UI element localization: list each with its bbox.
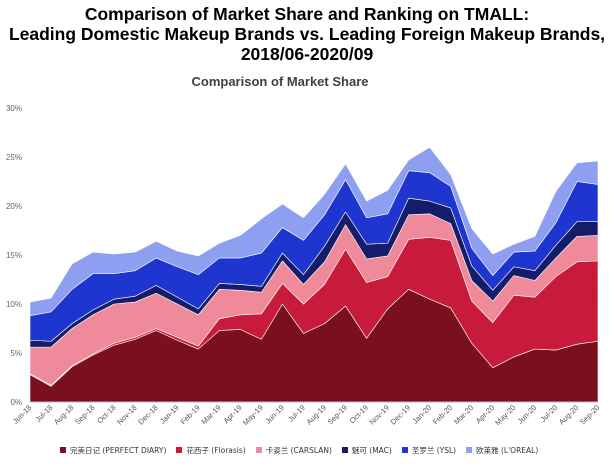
x-tick-label: Sep-18 — [73, 403, 96, 426]
legend-label: 卡姿兰 (CARSLAN) — [265, 445, 332, 455]
x-tick-label: Oct-18 — [95, 403, 117, 425]
x-tick-label: Mar-20 — [452, 403, 475, 426]
legend-item-3: 卡姿兰 (CARSLAN) — [255, 445, 332, 456]
legend-item-6: 欧莱雅 (L'OREAL) — [466, 445, 538, 456]
legend-label: 完美日记 (PERFECT DIARY) — [70, 445, 167, 455]
chart-title: Comparison of Market Share — [191, 74, 369, 89]
x-tick-label: Dec-19 — [389, 403, 412, 426]
legend-swatch — [176, 447, 183, 453]
x-tick-label: Apr-20 — [474, 403, 496, 425]
x-tick-label: Aug-20 — [557, 403, 580, 426]
y-tick-label: 30% — [6, 104, 22, 113]
x-tick-label: Feb-20 — [431, 403, 454, 426]
x-tick-label: Oct-19 — [348, 403, 370, 425]
legend-item-5: 圣罗兰 (YSL) — [401, 445, 457, 456]
x-tick-label: Jan-20 — [411, 403, 434, 426]
x-tick-label: Nov-18 — [115, 403, 138, 426]
x-tick-label: May-20 — [493, 403, 517, 427]
legend-label: 魅可 (MAC) — [351, 445, 392, 455]
legend: 完美日记 (PERFECT DIARY) 花西子 (Florasis) 卡姿兰 (C… — [60, 442, 614, 458]
y-tick-label: 5% — [10, 349, 22, 358]
y-tick-label: 15% — [6, 251, 22, 260]
x-tick-label: Aug-18 — [52, 403, 75, 426]
main-title: Comparison of Market Share and Ranking o… — [0, 4, 614, 64]
x-tick-label: Mar-19 — [200, 403, 223, 426]
main-title-line-2: Leading Domestic Makeup Brands vs. Leadi… — [8, 24, 606, 44]
x-tick-label: Jun-20 — [516, 403, 539, 426]
x-tick-label: Apr-19 — [221, 403, 243, 425]
legend-item-1: 完美日记 (PERFECT DIARY) — [60, 445, 166, 456]
area-layers — [29, 146, 599, 403]
legend-label: 花西子 (Florasis) — [186, 445, 246, 455]
x-tick-label: Feb-19 — [179, 403, 202, 426]
legend-swatch — [466, 447, 473, 453]
main-title-line-3: 2018/06-2020/09 — [240, 44, 374, 64]
area-series-6 — [29, 146, 599, 317]
x-tick-label: Nov-19 — [368, 403, 391, 426]
y-tick-label: 0% — [10, 398, 22, 407]
main-title-line-1: Comparison of Market Share and Ranking o… — [84, 4, 530, 24]
x-tick-label: Sep-19 — [326, 403, 349, 426]
x-axis: Jun-18 Jul-18Aug-18Sep-18Oct-18Nov-18Dec-… — [11, 403, 602, 427]
legend-swatch — [255, 447, 262, 453]
stacked-area-chart: 0% 5% 10% 15% 20% 25% 30% Jun-18 Jul-18Aug-18Se… — [6, 104, 602, 427]
x-tick-label: Jun-19 — [263, 403, 286, 426]
legend-label: 圣罗兰 (YSL) — [411, 445, 457, 455]
x-tick-label: May-19 — [241, 403, 265, 427]
legend-swatch — [401, 447, 408, 453]
y-tick-label: 20% — [6, 202, 22, 211]
y-tick-label: 25% — [6, 153, 22, 162]
x-tick-label: Sep-20 — [578, 403, 601, 426]
y-axis: 0% 5% 10% 15% 20% 25% 30% — [6, 104, 22, 407]
x-tick-label: Aug-19 — [304, 403, 327, 426]
x-tick-label: Jan-19 — [158, 403, 181, 426]
legend-item-4: 魅可 (MAC) — [341, 445, 392, 456]
y-tick-label: 10% — [6, 300, 22, 309]
legend-swatch — [341, 447, 348, 453]
legend-item-2: 花西子 (Florasis) — [176, 445, 246, 456]
legend-swatch — [60, 447, 66, 453]
legend-label: 欧莱雅 (L'OREAL) — [476, 445, 539, 455]
x-tick-label: Dec-18 — [136, 403, 159, 426]
